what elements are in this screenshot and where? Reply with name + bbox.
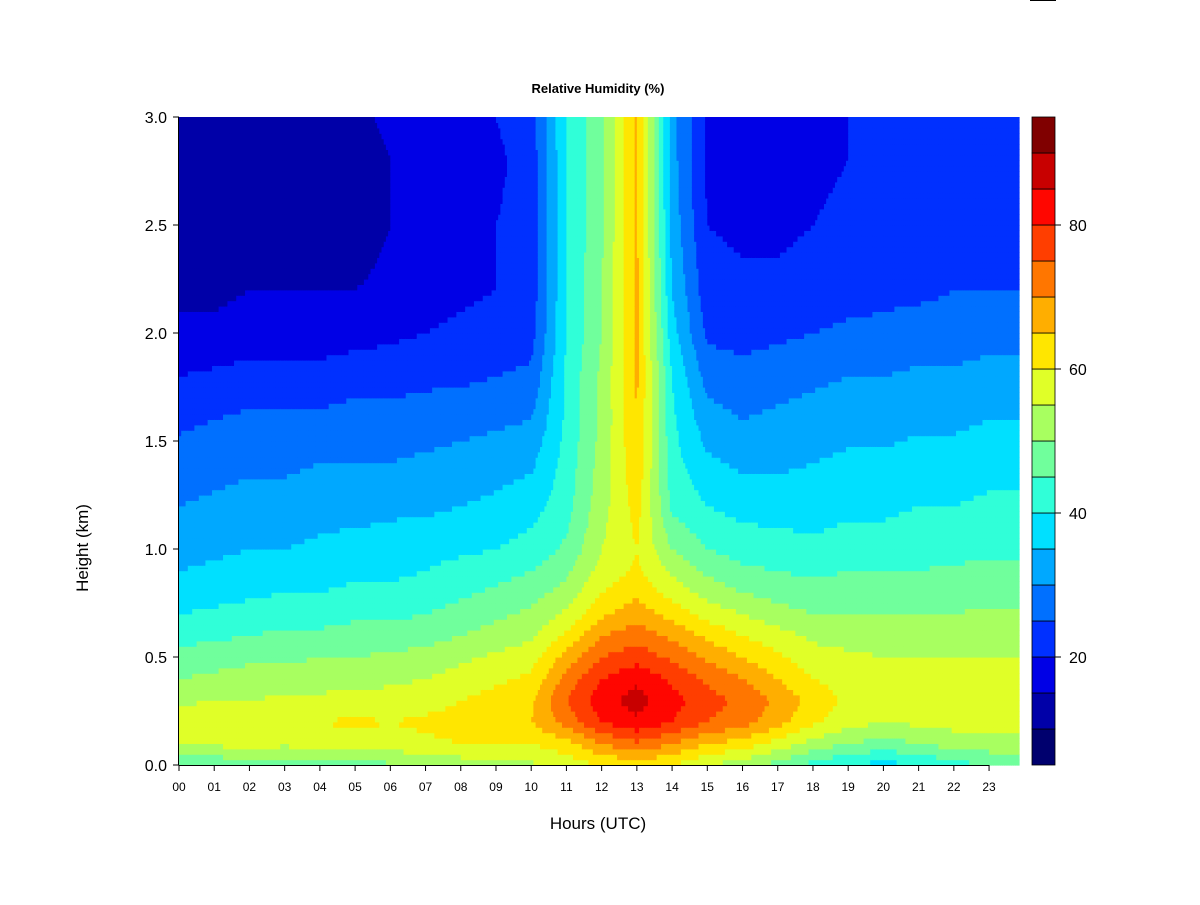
plot-area (179, 117, 1020, 766)
chart-title: Relative Humidity (%) (532, 81, 665, 96)
